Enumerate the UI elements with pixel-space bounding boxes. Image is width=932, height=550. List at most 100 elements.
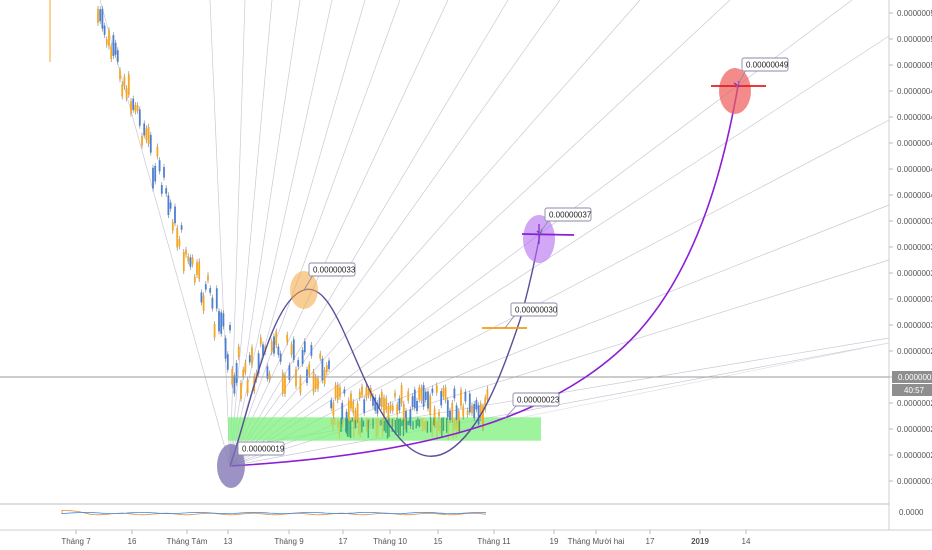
candle — [433, 408, 436, 425]
candle — [389, 404, 392, 411]
y-tick-label: 0.00000030 — [897, 321, 932, 330]
target-level-line — [521, 233, 575, 236]
volume-bar — [388, 418, 390, 437]
volume-bar — [372, 418, 374, 429]
candle — [396, 404, 399, 415]
indicator-line — [61, 509, 487, 516]
candle — [451, 402, 454, 420]
volume-bar — [412, 421, 414, 430]
candle — [308, 364, 311, 376]
price-callout[interactable]: 0.00000037 — [538, 207, 592, 235]
candle — [374, 397, 377, 411]
candle — [405, 411, 407, 430]
candle — [354, 410, 357, 426]
price-callout[interactable]: 0.00000030 — [504, 302, 558, 329]
volume-bar — [417, 417, 419, 426]
candle — [152, 167, 154, 189]
candle — [262, 344, 264, 356]
candle — [281, 372, 284, 394]
y-tick-label: 0.00000050 — [897, 61, 932, 70]
volume-bar — [366, 417, 368, 432]
candle — [312, 371, 315, 393]
volume-bar — [426, 421, 429, 433]
candle — [429, 395, 432, 415]
candle — [171, 222, 174, 231]
candle — [317, 378, 319, 389]
candle — [455, 405, 458, 420]
candle — [330, 400, 333, 409]
volume-bar — [382, 417, 384, 437]
current-price-badge: 0.00000026 40:57 — [892, 371, 932, 396]
candle — [290, 344, 293, 355]
candle — [383, 397, 385, 418]
callout-label: 0.00000019 — [242, 445, 285, 454]
candle — [97, 8, 99, 23]
candle — [211, 297, 214, 309]
volume-bar — [407, 420, 409, 426]
y-tick-label: 0.00000018 — [897, 477, 932, 486]
candle — [361, 386, 363, 396]
candle — [248, 355, 251, 363]
candle — [449, 410, 451, 421]
candle — [422, 385, 425, 407]
candle — [424, 391, 427, 401]
candle — [112, 35, 115, 57]
candle — [200, 292, 203, 303]
candle — [378, 397, 381, 407]
candle — [178, 239, 181, 247]
candle — [215, 288, 218, 309]
price-callout[interactable]: 0.00000049 — [735, 57, 789, 89]
volume-bar — [436, 421, 438, 440]
volume-bar — [391, 418, 393, 432]
candle — [279, 353, 282, 362]
volume-bar — [375, 418, 377, 438]
volume-bar — [348, 420, 350, 437]
price-callout[interactable]: 0.00000019 — [230, 441, 285, 467]
volume-bar — [447, 420, 449, 441]
projection-curve[interactable] — [229, 85, 739, 467]
volume-bar — [409, 417, 411, 424]
candle — [391, 405, 394, 411]
volume-bar — [454, 418, 456, 430]
candle — [169, 202, 172, 209]
volume-bar — [380, 419, 382, 426]
candle — [286, 334, 289, 343]
fan-line — [229, 0, 333, 467]
candle — [244, 362, 247, 373]
volume-bar — [425, 420, 427, 432]
volume-bar — [332, 418, 334, 431]
callout-label: 0.00000023 — [517, 396, 560, 405]
candle — [310, 344, 313, 356]
volume-bar — [362, 420, 365, 427]
x-tick-label: 13 — [224, 537, 233, 546]
x-tick-label: Tháng 7 — [61, 537, 91, 546]
fan-line — [229, 0, 641, 467]
volume-bar — [401, 420, 403, 427]
candle — [187, 256, 190, 262]
volume-bar — [399, 418, 401, 436]
candle — [347, 400, 350, 421]
x-tick-label: 15 — [434, 537, 443, 546]
x-tick-label: 16 — [128, 537, 137, 546]
gann-fan-lines — [99, 0, 890, 467]
candle — [147, 126, 150, 145]
candle — [156, 146, 159, 157]
fan-line — [209, 0, 231, 467]
x-tick-label: 19 — [550, 537, 559, 546]
candle — [163, 167, 165, 178]
x-tick-label: 2019 — [691, 537, 709, 546]
y-tick-label: 0.00000028 — [897, 347, 932, 356]
volume-bar — [422, 417, 424, 432]
candle — [143, 123, 146, 136]
candle — [325, 365, 328, 373]
candle — [193, 276, 196, 283]
price-callout[interactable]: 0.00000033 — [303, 262, 356, 291]
final-target-marker[interactable] — [719, 68, 751, 114]
wave-curve[interactable] — [229, 233, 541, 467]
candle — [174, 206, 176, 224]
candle — [418, 387, 421, 400]
price-callout[interactable]: 0.00000023 — [504, 392, 560, 419]
candle — [196, 262, 198, 275]
